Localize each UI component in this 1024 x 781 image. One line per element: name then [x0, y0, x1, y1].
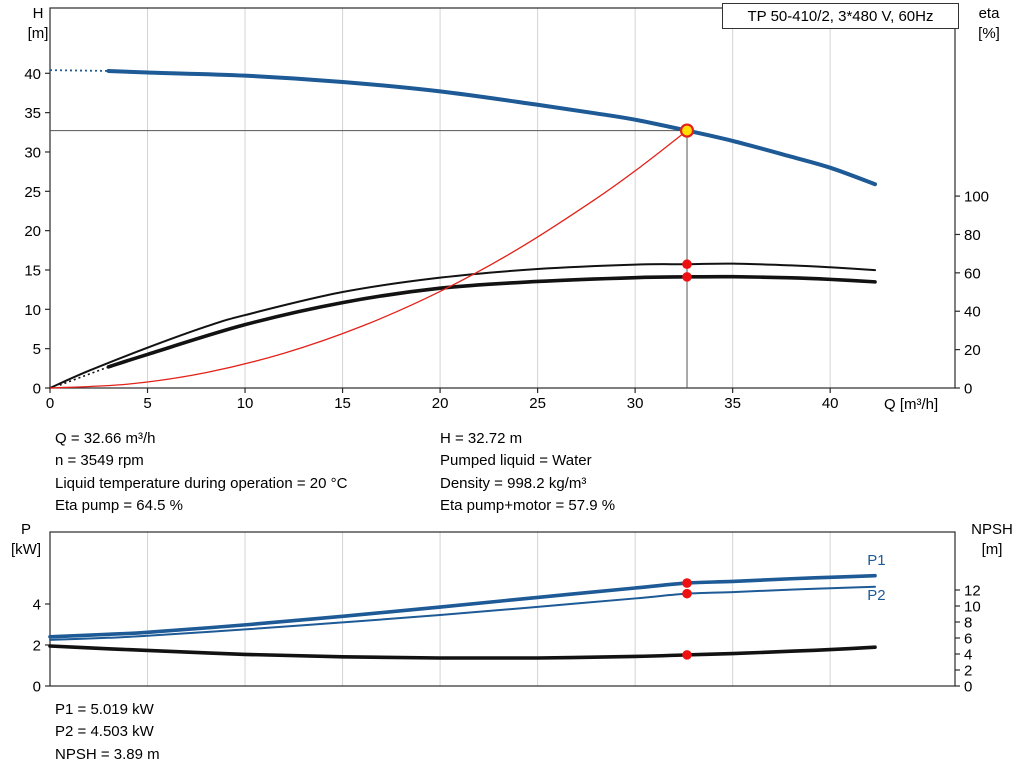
pump-title-box: TP 50-410/2, 3*480 V, 60Hz [722, 3, 959, 29]
y-left-tick-label: 0 [33, 679, 41, 696]
eta-axis-label-symbol: eta [978, 5, 1000, 22]
y-right-tick-label: 40 [964, 304, 981, 321]
y-right-tick-label: 6 [964, 631, 972, 648]
curve-System [49, 129, 688, 389]
x-tick-label: 5 [143, 395, 151, 412]
curve-H [106, 68, 878, 187]
y-right-tick-label: 4 [964, 647, 972, 664]
duty-info-right-column: H = 32.72 m Pumped liquid = Water Densit… [440, 428, 615, 518]
h-axis-label-unit: [m] [27, 25, 49, 42]
npsh-axis-label-symbol: NPSH [971, 521, 1013, 538]
y-right-tick-label: 60 [964, 265, 981, 282]
y-right-tick-label: 12 [964, 583, 981, 600]
h-axis-label-symbol: H [32, 5, 44, 22]
duty-dot-marker [682, 578, 692, 588]
npsh-axis-label-unit: [m] [981, 541, 1003, 558]
curve-Eta pump+motor [106, 274, 877, 369]
y-right-tick-label: 8 [964, 615, 972, 632]
info-line-q: Q = 32.66 m³/h [55, 430, 156, 447]
curve-NPSH [48, 644, 877, 660]
plot-frame [49, 7, 956, 389]
y-left-tick-label: 20 [24, 223, 41, 240]
curve-P1 [48, 573, 877, 639]
y-right-tick-label: 80 [964, 227, 981, 244]
plot-frame [49, 531, 956, 687]
y-left-tick-label: 2 [33, 637, 41, 654]
q-axis-label: Q [m³/h] [884, 396, 939, 413]
eta-axis-label-unit: [%] [978, 25, 1000, 42]
series-label-P2: P2 [867, 587, 885, 604]
y-left-tick-label: 35 [24, 105, 41, 122]
info-line-liquid-temp: Liquid temperature during operation = 20… [55, 474, 348, 492]
series-label-P1: P1 [867, 552, 885, 569]
x-tick-label: 15 [334, 395, 351, 412]
info-line-pumped-liquid: Pumped liquid = Water [440, 452, 592, 470]
info-line-eta-pump: Eta pump = 64.5 % [55, 497, 183, 515]
duty-dot-marker [682, 259, 692, 270]
y-right-tick-label: 2 [964, 663, 972, 680]
curve-P2 [49, 585, 877, 641]
x-tick-label: 35 [724, 395, 741, 412]
result-line-p1: P1 = 5.019 kW [55, 701, 154, 718]
curve-Eta pump [49, 262, 877, 389]
duty-dot-marker [682, 588, 692, 599]
y-left-tick-label: 25 [24, 184, 41, 201]
curve-H-lead [49, 69, 109, 72]
eta-axis-label: eta [%] [966, 4, 1012, 44]
x-tick-label: 40 [822, 395, 839, 412]
info-line-eta-pump-motor: Eta pump+motor = 57.9 % [440, 497, 616, 515]
x-tick-label: 0 [46, 395, 54, 412]
y-left-tick-label: 40 [24, 66, 41, 83]
h-axis-label: H [m] [20, 4, 56, 44]
curve-Eta pump+motor-lead [59, 366, 109, 386]
p-axis-label: P [kW] [4, 520, 48, 560]
p-axis-label-symbol: P [20, 521, 31, 538]
y-left-tick-label: 4 [33, 596, 41, 613]
result-line-p2: P2 = 4.503 kW [55, 723, 154, 741]
y-right-tick-label: 10 [964, 599, 981, 616]
y-right-tick-label: 100 [964, 189, 989, 206]
y-left-tick-label: 30 [24, 144, 41, 161]
x-tick-label: 30 [627, 395, 644, 412]
power-results-block: P1 = 5.019 kW P2 = 4.503 kW NPSH = 3.89 … [55, 699, 160, 766]
result-line-npsh: NPSH = 3.89 m [55, 745, 160, 763]
y-left-tick-label: 0 [33, 381, 41, 398]
x-tick-label: 20 [432, 395, 449, 412]
y-left-tick-label: 10 [24, 302, 41, 319]
info-line-speed: n = 3549 rpm [55, 452, 144, 470]
duty-info-left-column: Q = 32.66 m³/h n = 3549 rpm Liquid tempe… [55, 428, 347, 518]
y-right-tick-label: 20 [964, 342, 981, 359]
info-line-h: H = 32.72 m [440, 430, 523, 447]
y-left-tick-label: 15 [24, 262, 41, 279]
y-right-tick-label: 0 [964, 381, 972, 398]
info-line-density: Density = 998.2 kg/m³ [440, 474, 587, 492]
p-axis-label-unit: [kW] [11, 541, 41, 558]
y-left-tick-label: 5 [33, 341, 41, 358]
x-tick-label: 10 [237, 395, 254, 412]
duty-point-marker[interactable] [679, 123, 695, 138]
npsh-axis-label: NPSH [m] [962, 520, 1022, 560]
duty-dot-marker [682, 272, 692, 282]
duty-dot-marker [682, 650, 692, 660]
y-right-tick-label: 0 [964, 679, 972, 696]
x-tick-label: 25 [529, 395, 546, 412]
